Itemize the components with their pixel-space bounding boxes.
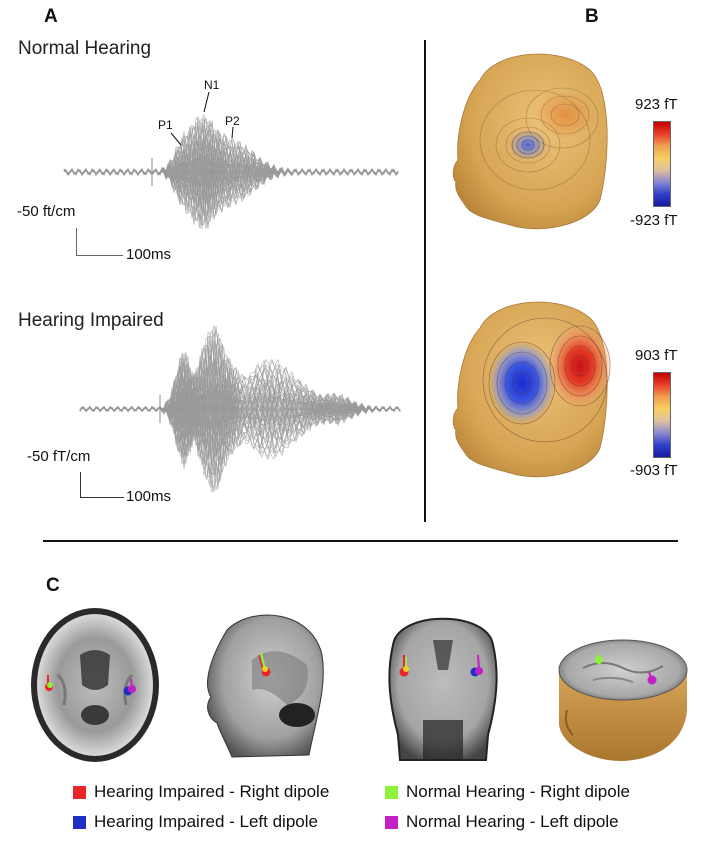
peak-label-p1: P1 (158, 118, 173, 132)
contour-lines (482, 317, 611, 443)
legend-label: Hearing Impaired - Left dipole (94, 812, 318, 831)
legend: Hearing Impaired - Right dipole Hearing … (73, 780, 693, 840)
negative-pole (488, 341, 556, 425)
legend-label: Normal Hearing - Left dipole (406, 812, 619, 831)
dipole-nh-left (475, 667, 483, 675)
horizontal-divider (43, 540, 678, 542)
normal-amplitude-scale: -50 ft/cm (17, 203, 76, 220)
legend-label: Hearing Impaired - Right dipole (94, 782, 330, 801)
head-field-map-impaired (452, 301, 612, 478)
peak-label-n1: N1 (204, 78, 220, 92)
positive-pole (535, 91, 595, 139)
head-field-map-normal (452, 53, 608, 230)
legend-label: Normal Hearing - Right dipole (406, 782, 630, 801)
p1-pointer (170, 132, 182, 146)
legend-swatch-green (385, 785, 398, 799)
meg-trace (63, 138, 399, 201)
coronal-brain-view (388, 617, 498, 761)
axial-brain-view (31, 608, 159, 762)
colorbar-impaired-min: -903 fT (630, 462, 678, 479)
sagittal-brain-view (207, 614, 324, 758)
impaired-scale-vertical (80, 472, 81, 497)
negative-pole (508, 129, 548, 161)
hearing-impaired-title: Hearing Impaired (18, 310, 164, 331)
normal-time-scale: 100ms (126, 246, 172, 263)
peak-label-p2: P2 (225, 114, 240, 128)
legend-item-hi-right: Hearing Impaired - Right dipole (73, 782, 329, 802)
normal-hearing-title: Normal Hearing (18, 38, 152, 59)
panel-label-c: C (46, 575, 60, 596)
impaired-scale-horizontal (80, 497, 124, 498)
colorbar-normal-max: 923 fT (635, 96, 678, 113)
legend-swatch-red (73, 785, 86, 799)
colorbar-impaired (653, 372, 671, 458)
panel-label-a: A (44, 6, 58, 27)
brain-cut-surface (558, 639, 688, 701)
p2-pointer (231, 126, 234, 139)
colorbar-normal (653, 121, 671, 207)
colorbar-normal-min: -923 fT (630, 212, 678, 229)
legend-swatch-blue (73, 815, 86, 829)
normal-scale-vertical (76, 228, 77, 255)
positive-pole (548, 324, 612, 408)
legend-item-nh-left: Normal Hearing - Left dipole (385, 812, 619, 832)
normal-hearing-waveforms (63, 114, 399, 230)
contour-lines (479, 87, 599, 191)
vertical-divider (424, 40, 426, 522)
legend-swatch-magenta (385, 815, 398, 829)
hearing-impaired-waveforms (79, 325, 401, 493)
normal-scale-horizontal (76, 255, 123, 256)
impaired-time-scale: 100ms (126, 488, 172, 505)
head-3d-view (558, 639, 688, 761)
n1-pointer (203, 91, 210, 113)
legend-item-nh-right: Normal Hearing - Right dipole (385, 782, 630, 802)
impaired-amplitude-scale: -50 fT/cm (27, 448, 91, 465)
meg-trace (79, 360, 401, 448)
colorbar-impaired-max: 903 fT (635, 347, 678, 364)
panel-label-b: B (585, 6, 599, 27)
legend-item-hi-left: Hearing Impaired - Left dipole (73, 812, 318, 832)
coronal-head (388, 617, 498, 761)
